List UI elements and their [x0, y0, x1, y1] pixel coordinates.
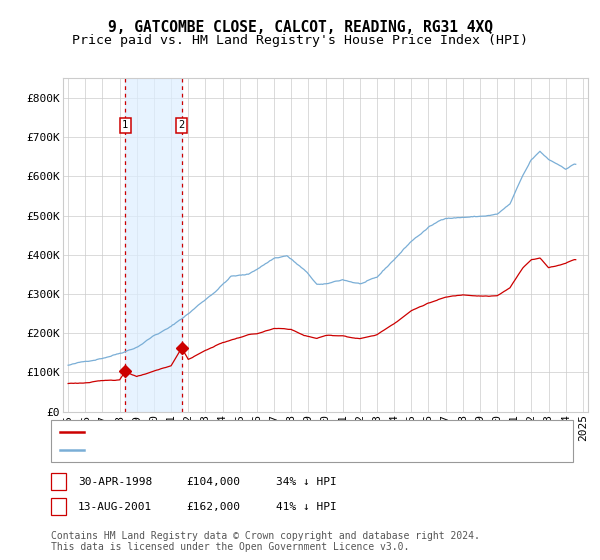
- Text: 41% ↓ HPI: 41% ↓ HPI: [276, 502, 337, 512]
- Text: £104,000: £104,000: [186, 477, 240, 487]
- Text: HPI: Average price, detached house, West Berkshire: HPI: Average price, detached house, West…: [90, 445, 427, 455]
- Text: 1: 1: [55, 477, 62, 487]
- Text: 34% ↓ HPI: 34% ↓ HPI: [276, 477, 337, 487]
- Text: 9, GATCOMBE CLOSE, CALCOT, READING, RG31 4XQ (detached house): 9, GATCOMBE CLOSE, CALCOT, READING, RG31…: [90, 427, 502, 437]
- Text: 2: 2: [179, 120, 185, 130]
- Text: 30-APR-1998: 30-APR-1998: [78, 477, 152, 487]
- Text: 13-AUG-2001: 13-AUG-2001: [78, 502, 152, 512]
- Text: 1: 1: [122, 120, 128, 130]
- Text: £162,000: £162,000: [186, 502, 240, 512]
- Text: 9, GATCOMBE CLOSE, CALCOT, READING, RG31 4XQ: 9, GATCOMBE CLOSE, CALCOT, READING, RG31…: [107, 20, 493, 35]
- Text: Contains HM Land Registry data © Crown copyright and database right 2024.
This d: Contains HM Land Registry data © Crown c…: [51, 531, 480, 553]
- Text: Price paid vs. HM Land Registry's House Price Index (HPI): Price paid vs. HM Land Registry's House …: [72, 34, 528, 46]
- Text: 2: 2: [55, 502, 62, 512]
- Bar: [125, 78, 182, 412]
